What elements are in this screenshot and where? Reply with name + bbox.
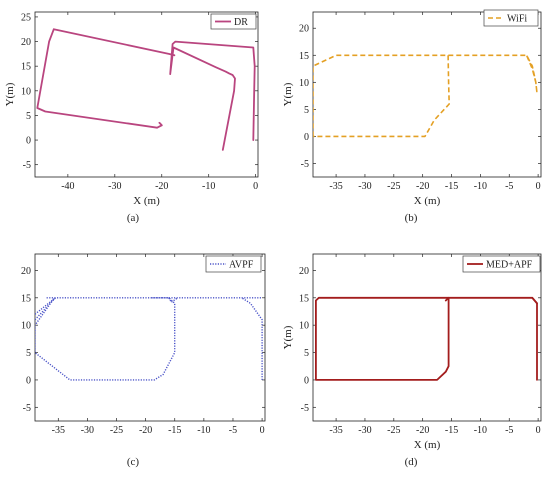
legend-box: [210, 13, 257, 30]
legend-box: [205, 255, 262, 273]
y-tick-label: -5: [23, 160, 31, 171]
series-line-2: [444, 296, 538, 381]
series-line-1: [314, 296, 450, 381]
series-line-1: [169, 40, 256, 151]
y-tick-label: 20: [299, 24, 309, 35]
y-tick-label: 10: [21, 86, 31, 97]
y-tick-label: 15: [21, 62, 31, 73]
x-tick-label: -5: [505, 181, 513, 192]
plot-frame: [34, 253, 266, 422]
x-tick-label: -25: [110, 425, 123, 436]
x-tick-label: -15: [168, 425, 181, 436]
legend: DR: [210, 13, 257, 30]
x-tick-label: -20: [416, 181, 429, 192]
series-group: [313, 54, 538, 138]
x-tick-label: 0: [253, 181, 258, 192]
y-tick-label: 0: [26, 136, 31, 147]
x-tick-label: -25: [387, 181, 400, 192]
x-axis-label: X (m): [414, 195, 441, 207]
legend: AVPF: [205, 255, 262, 273]
y-tick-label: -5: [301, 159, 309, 170]
x-tick-label: -30: [358, 181, 371, 192]
y-tick-label: 5: [304, 348, 309, 359]
x-tick-label: 0: [260, 425, 265, 436]
plot-frame: [312, 253, 542, 422]
x-tick-label: -30: [358, 425, 371, 436]
y-tick-label: 15: [299, 51, 309, 62]
panel-caption: (a): [127, 212, 140, 224]
y-tick-label: 10: [299, 78, 309, 89]
x-tick-label: -20: [416, 425, 429, 436]
x-tick-label: -10: [197, 425, 210, 436]
legend-label: WiFi: [507, 14, 527, 25]
plot-frame: [312, 11, 542, 178]
y-axis-label: Y(m): [282, 325, 294, 349]
legend-label: MED+APF: [486, 260, 533, 271]
series-line-5: [35, 297, 56, 315]
series-line-3: [35, 297, 176, 381]
legend: WiFi: [483, 9, 539, 27]
y-tick-label: 25: [21, 12, 31, 23]
y-tick-label: -5: [23, 403, 31, 414]
x-axis-label: X (m): [414, 439, 441, 451]
x-tick-label: -5: [229, 425, 237, 436]
x-tick-label: -40: [61, 181, 74, 192]
x-axis-label: X (m): [133, 195, 160, 207]
legend-box: [462, 255, 541, 273]
x-tick-label: -35: [329, 181, 342, 192]
panel-caption: (c): [127, 456, 140, 468]
x-tick-label: -15: [445, 425, 458, 436]
x-tick-label: -5: [505, 425, 513, 436]
panel-caption: (d): [405, 456, 418, 468]
series-group: [35, 297, 263, 381]
legend-label: DR: [234, 17, 248, 28]
x-tick-label: -10: [474, 181, 487, 192]
y-axis-label: Y(m): [282, 82, 294, 106]
series-line-1: [313, 54, 538, 137]
y-tick-label: 20: [21, 266, 31, 277]
x-tick-label: -10: [202, 181, 215, 192]
series-group: [314, 296, 538, 381]
legend: MED+APF: [462, 255, 541, 273]
y-tick-label: 5: [26, 111, 31, 122]
x-tick-label: -35: [329, 425, 342, 436]
y-tick-label: 15: [299, 293, 309, 304]
series-group: [36, 28, 256, 151]
x-tick-label: -35: [52, 425, 65, 436]
y-tick-label: 10: [21, 321, 31, 332]
legend-box: [483, 9, 539, 27]
x-tick-label: -20: [155, 181, 168, 192]
y-tick-label: 0: [304, 375, 309, 386]
chart-panel-1: -40 -30 -20 -10 0 -5 0 5 10 15 20 25 X (m) Y(m) (a) DR: [4, 11, 259, 224]
series-line-2: [313, 55, 451, 138]
y-tick-label: 5: [304, 105, 309, 116]
y-axis-label: Y(m): [4, 82, 16, 106]
legend-label: AVPF: [229, 260, 254, 271]
series-line-2: [241, 297, 263, 380]
y-tick-label: 20: [21, 37, 31, 48]
y-tick-label: 0: [26, 375, 31, 386]
x-tick-label: -30: [81, 425, 94, 436]
y-tick-label: -5: [301, 403, 309, 414]
chart-panel-4: -35 -30 -25 -20 -15 -10 -5 0 -5 0 5 10 15 20 X (m) Y(m)…: [282, 253, 542, 468]
y-tick-label: 0: [304, 132, 309, 143]
x-tick-label: -15: [445, 181, 458, 192]
x-tick-label: -30: [108, 181, 121, 192]
series-line-2: [36, 28, 176, 129]
y-tick-label: 5: [26, 348, 31, 359]
x-tick-label: -20: [139, 425, 152, 436]
panel-caption: (b): [405, 212, 418, 224]
x-tick-label: 0: [536, 425, 541, 436]
x-tick-label: -10: [474, 425, 487, 436]
plot-frame: [34, 11, 259, 178]
chart-panel-2: -35 -30 -25 -20 -15 -10 -5 0 -5 0 5 10 15 20 X (m) Y(m)…: [282, 9, 542, 224]
x-tick-label: -25: [387, 425, 400, 436]
chart-panel-3: -35 -30 -25 -20 -15 -10 -5 0 -5 0 5 10 15 20 (c) AVPF: [21, 253, 266, 468]
x-tick-label: 0: [536, 181, 541, 192]
y-tick-label: 15: [21, 293, 31, 304]
y-tick-label: 20: [299, 266, 309, 277]
series-line-3: [531, 296, 538, 305]
y-tick-label: 10: [299, 321, 309, 332]
